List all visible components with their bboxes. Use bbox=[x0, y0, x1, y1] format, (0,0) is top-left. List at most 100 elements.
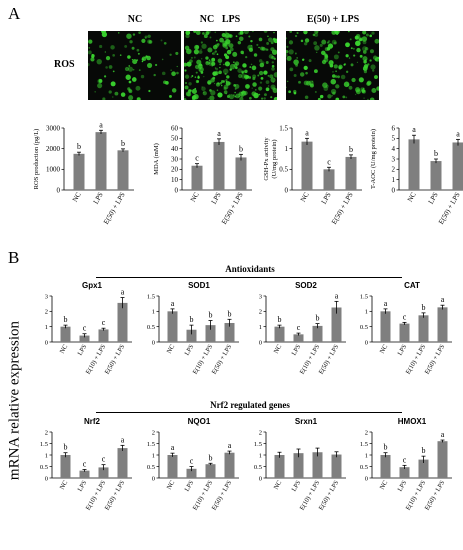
fluor-cell bbox=[171, 88, 177, 93]
fluor-cell bbox=[327, 94, 332, 99]
sig-letter-gpx1-1: c bbox=[83, 324, 87, 333]
fluor-cell bbox=[170, 69, 172, 72]
x-tick-label-srxn1-1: LPS bbox=[291, 479, 303, 493]
fluor-cell bbox=[219, 66, 221, 69]
x-tick-label-nrf2-3: E(50) + LPS bbox=[104, 479, 127, 511]
fluor-cell bbox=[314, 90, 317, 93]
fluor-cell bbox=[223, 63, 225, 66]
chart-hmox1: HMOX1 0 0.5 1 1.5 2 b NC c LPS b E(10) + LPS a E(50) … bbox=[350, 416, 462, 524]
fluor-cell bbox=[205, 56, 209, 60]
y-tick-label-srxn1-0: 0 bbox=[259, 475, 262, 482]
fluor-cell bbox=[247, 44, 253, 51]
x-tick-label-mda-2: E(50) + LPS bbox=[220, 191, 245, 226]
bar-gpx1-1 bbox=[79, 335, 90, 342]
bar-ros-2 bbox=[117, 150, 129, 190]
bar-nrf2-0 bbox=[60, 455, 71, 478]
fluor-cell bbox=[288, 49, 294, 55]
sig-letter-nqo1-0: a bbox=[171, 443, 175, 452]
y-tick-label-ros-3: 3000 bbox=[46, 124, 61, 132]
chart-gshpx: GSH-Px activity (U/mg protein) 0 0.5 1 1.5 a NC… bbox=[248, 120, 362, 235]
y-tick-label-sod2-1: 1 bbox=[259, 324, 262, 331]
x-tick-label-srxn1-3: E(50) + LPS bbox=[318, 479, 341, 511]
fluor-cell bbox=[314, 31, 319, 35]
fluor-cell bbox=[229, 34, 232, 37]
fluor-cell bbox=[112, 70, 115, 73]
fluor-cell bbox=[222, 43, 227, 48]
x-tick-label-gpx1-0: NC bbox=[59, 344, 70, 355]
fluor-cell bbox=[195, 71, 198, 74]
y-tick-label-mda-1: 10 bbox=[171, 176, 179, 184]
y-axis-label-gshpx: GSH-Px activity bbox=[263, 137, 270, 181]
x-tick-label-hmox1-0: NC bbox=[379, 480, 390, 491]
bar-gshpx-2 bbox=[345, 156, 357, 190]
fluor-cell bbox=[238, 95, 241, 98]
fluor-cell bbox=[362, 40, 367, 45]
fluor-cell bbox=[120, 92, 126, 97]
fluor-cell bbox=[219, 63, 221, 66]
chart-ros-production: ROS production (pg/L) 0 1000 2000 3000 b NC a LP… bbox=[20, 120, 134, 235]
panel-letter-b: B bbox=[8, 248, 20, 267]
y-tick-label-gshpx-2: 1 bbox=[285, 145, 289, 153]
sig-letter-sod1-3: b bbox=[228, 309, 232, 318]
fluor-cell bbox=[338, 64, 343, 70]
fluor-cell bbox=[198, 50, 203, 54]
fluor-cell bbox=[358, 77, 364, 83]
y-tick-label-sod2-0: 0 bbox=[259, 339, 262, 346]
y-tick-label-gpx1-1: 1 bbox=[45, 324, 48, 331]
fluor-cell bbox=[321, 59, 327, 65]
fluor-cell bbox=[267, 74, 270, 77]
x-tick-label-cat-3: E(50) + LPS bbox=[424, 343, 447, 375]
y-tick-label-mda-4: 40 bbox=[171, 145, 179, 153]
x-tick-label-sod1-3: E(50) + LPS bbox=[211, 343, 234, 375]
sig-letter-nqo1-3: a bbox=[228, 441, 232, 450]
fluor-cell bbox=[308, 59, 312, 63]
fluor-cell bbox=[265, 61, 269, 64]
fluor-cell bbox=[141, 56, 147, 61]
fluor-cell bbox=[363, 60, 367, 64]
fluor-cell bbox=[286, 37, 288, 40]
x-tick-label-nqo1-0: NC bbox=[166, 480, 177, 491]
fluor-cell bbox=[234, 84, 240, 89]
section-rule-antioxidants bbox=[96, 277, 402, 278]
fluor-cell bbox=[348, 57, 351, 59]
bar-srxn1-2 bbox=[312, 452, 323, 478]
fluor-cell bbox=[88, 47, 91, 49]
panel-letter-a: A bbox=[8, 4, 21, 23]
fluor-cell bbox=[226, 49, 232, 55]
fluor-cell bbox=[271, 49, 277, 55]
section-title-nrf2: Nrf2 regulated genes bbox=[210, 400, 290, 410]
fluor-cell bbox=[201, 86, 206, 92]
fluor-cell bbox=[241, 90, 247, 96]
fluor-cell bbox=[331, 39, 337, 45]
fluor-cell bbox=[140, 74, 145, 79]
fluor-cell bbox=[232, 51, 238, 57]
chart-title-gpx1: Gpx1 bbox=[82, 281, 103, 290]
section-title-antioxidants: Antioxidants bbox=[225, 264, 275, 274]
bar-gshpx-0 bbox=[301, 141, 313, 190]
fluor-cell bbox=[251, 91, 257, 97]
fluor-cell bbox=[135, 85, 141, 91]
fluor-cell bbox=[293, 89, 297, 94]
fluor-cell bbox=[200, 48, 202, 51]
fluor-cell bbox=[128, 65, 130, 67]
fluor-cell bbox=[267, 35, 269, 38]
fluor-cell bbox=[124, 44, 128, 48]
fluor-cell bbox=[358, 37, 363, 42]
fluor-cell bbox=[216, 89, 219, 92]
bar-nqo1-0 bbox=[167, 455, 178, 478]
fluor-cell bbox=[128, 89, 132, 93]
y-tick-label-cat-0: 0 bbox=[365, 339, 368, 346]
y-tick-label-gshpx-0: 0 bbox=[285, 186, 289, 194]
y-tick-label-nrf2-4: 2 bbox=[45, 429, 48, 436]
fluor-cell bbox=[184, 74, 190, 79]
fluor-cell bbox=[197, 76, 200, 79]
fluor-cell bbox=[296, 31, 299, 34]
fluor-cell bbox=[155, 63, 158, 67]
fluor-cell bbox=[98, 79, 103, 83]
x-tick-label-sod1-1: LPS bbox=[184, 343, 196, 357]
fluor-cell bbox=[369, 59, 372, 62]
fluor-cell bbox=[240, 73, 247, 79]
fluor-cell bbox=[267, 85, 270, 87]
fluor-cell bbox=[253, 53, 258, 57]
bar-nrf2-1 bbox=[79, 470, 90, 478]
